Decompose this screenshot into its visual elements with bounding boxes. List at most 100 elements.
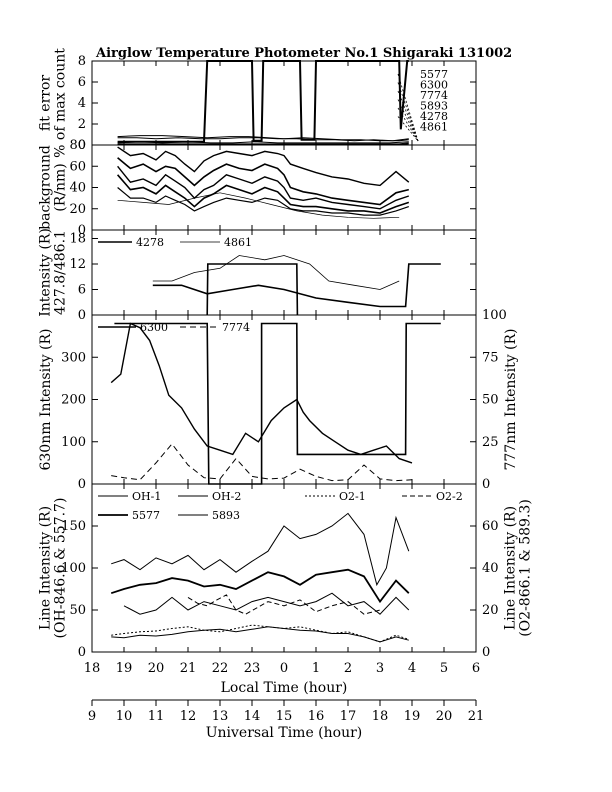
chart-title: Airglow Temperature Photometer No.1 Shig… xyxy=(95,46,512,61)
x-tick-label-ut: 10 xyxy=(116,709,133,724)
legend-label: 5577 xyxy=(132,509,160,522)
y2-tick-label: 25 xyxy=(482,435,499,450)
y2-tick-label: 75 xyxy=(482,350,499,365)
legend-label: OH-2 xyxy=(212,490,241,503)
x-tick-label-local: 6 xyxy=(472,661,480,676)
x-tick-label-ut: 15 xyxy=(276,709,293,724)
series-line xyxy=(117,165,410,210)
y-tick-label: 0 xyxy=(78,645,86,660)
y-tick-label: 0 xyxy=(78,223,86,238)
y2-tick-label: 20 xyxy=(482,603,499,618)
y-axis-label-0: fit error xyxy=(38,75,54,132)
panel-0 xyxy=(91,60,477,146)
x-tick-label-local: 3 xyxy=(376,661,384,676)
x-tick-label-local: 19 xyxy=(116,661,133,676)
series-line-4861 xyxy=(152,255,400,290)
x-tick-label-ut: 20 xyxy=(436,709,453,724)
y-tick-label: 0 xyxy=(78,308,86,323)
legend-leader xyxy=(397,90,419,142)
legend-label-4861: 4861 xyxy=(420,121,448,134)
panel-1 xyxy=(91,144,477,231)
series-line-OH-1 xyxy=(111,512,410,587)
y-tick-label: 18 xyxy=(69,232,86,247)
legend-label: 5893 xyxy=(212,509,240,522)
y-tick-label: 12 xyxy=(69,257,86,272)
y-axis-label-1: % of max count xyxy=(53,48,69,158)
x-tick-label-local: 1 xyxy=(312,661,320,676)
panel-3 xyxy=(91,314,477,485)
x-tick-label-ut: 18 xyxy=(372,709,389,724)
y-tick-label: 6 xyxy=(78,75,86,90)
y-tick-label: 0 xyxy=(78,477,86,492)
legend-label: OH-1 xyxy=(132,490,161,503)
x-tick-label-ut: 14 xyxy=(244,709,261,724)
series-line xyxy=(117,60,409,143)
legend-label: 4861 xyxy=(224,236,252,249)
y-axis-label-1: 427.8/486.1 xyxy=(53,230,69,315)
y-tick-label: 200 xyxy=(61,393,86,408)
y-tick-label: 4 xyxy=(78,96,86,111)
legend-label-5577: 5577 xyxy=(420,68,448,81)
x-tick-label-ut: 16 xyxy=(308,709,325,724)
x2-axis-label: Universal Time (hour) xyxy=(206,725,363,741)
x-tick-label-local: 22 xyxy=(212,661,229,676)
x-tick-label-ut: 17 xyxy=(340,709,357,724)
legend-label-7774: 7774 xyxy=(420,89,448,102)
panel-4 xyxy=(91,483,477,706)
x-tick-label-ut: 21 xyxy=(468,709,485,724)
x-tick-label-local: 2 xyxy=(344,661,352,676)
y-tick-label: 60 xyxy=(69,159,86,174)
x-tick-label-local: 21 xyxy=(180,661,197,676)
series-line xyxy=(117,146,410,187)
legend-label-5893: 5893 xyxy=(420,100,448,113)
x-tick-label-ut: 19 xyxy=(404,709,421,724)
x-tick-label-local: 0 xyxy=(280,661,288,676)
legend-label: 4278 xyxy=(136,236,164,249)
series-line-OH-2 xyxy=(123,592,410,615)
legend-label: O2-2 xyxy=(436,490,463,503)
series-line-5893 xyxy=(111,626,409,643)
legend-label-6300: 6300 xyxy=(420,79,448,92)
y2-tick-label: 50 xyxy=(482,393,499,408)
panel-2 xyxy=(91,229,477,316)
x-axis-label: Local Time (hour) xyxy=(221,680,348,696)
y-axis-label-0: background xyxy=(38,145,54,230)
y2-tick-label: 100 xyxy=(482,308,507,323)
series-line xyxy=(117,141,409,144)
x-tick-label-local: 18 xyxy=(84,661,101,676)
y-tick-label: 40 xyxy=(69,181,86,196)
legend-label: O2-1 xyxy=(339,490,366,503)
y-tick-label: 150 xyxy=(61,519,86,534)
x-tick-label-local: 23 xyxy=(244,661,261,676)
legend-label: 7774 xyxy=(222,321,250,334)
series-line-5577 xyxy=(110,568,410,604)
y-tick-label: 100 xyxy=(61,561,86,576)
y-tick-label: 2 xyxy=(78,117,86,132)
y-axis-label-1: (OH-846.6 & 557.7) xyxy=(53,498,69,639)
series-line xyxy=(117,187,409,216)
y2-tick-label: 0 xyxy=(482,645,490,660)
x-tick-label-ut: 9 xyxy=(88,709,96,724)
panel-frame xyxy=(91,60,477,146)
x-tick-label-ut: 13 xyxy=(212,709,229,724)
legend-leader xyxy=(397,107,419,142)
y2-axis-label-0: Line Intensity (R) xyxy=(503,506,519,630)
x-tick-label-ut: 12 xyxy=(180,709,197,724)
x-tick-label-local: 4 xyxy=(408,661,416,676)
series-line-6300 xyxy=(110,322,413,464)
x-tick-label-ut: 11 xyxy=(148,709,165,724)
legend-leader xyxy=(397,116,419,142)
y-tick-label: 8 xyxy=(78,54,86,69)
series-line xyxy=(206,263,299,316)
y-axis-label-1: (R/nm) xyxy=(53,163,69,211)
series-line xyxy=(117,137,409,142)
y-tick-label: 20 xyxy=(69,202,86,217)
x-tick-label-local: 20 xyxy=(148,661,165,676)
y-tick-label: 0 xyxy=(78,138,86,153)
series-line xyxy=(114,322,441,485)
y-tick-label: 50 xyxy=(69,603,86,618)
y-tick-label: 6 xyxy=(78,283,86,298)
y-axis-label-0: Line Intensity (R) xyxy=(38,506,54,630)
